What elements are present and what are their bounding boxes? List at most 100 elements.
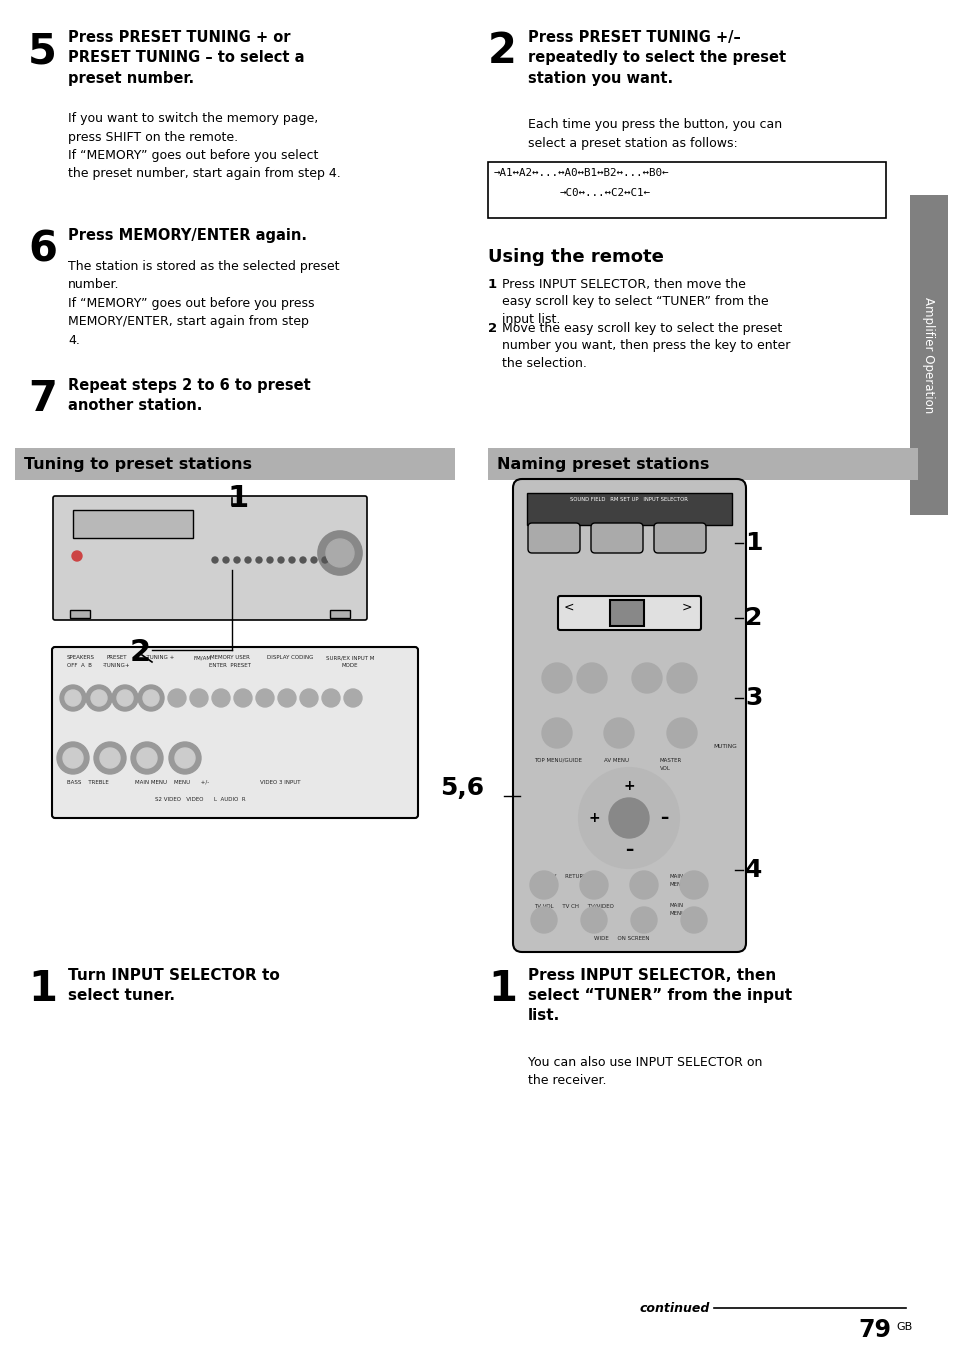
Text: >: > bbox=[681, 602, 692, 614]
Text: 5: 5 bbox=[28, 30, 57, 72]
Circle shape bbox=[100, 748, 120, 768]
Circle shape bbox=[577, 662, 606, 694]
Circle shape bbox=[143, 690, 159, 706]
Text: Press PRESET TUNING +/–
repeatedly to select the preset
station you want.: Press PRESET TUNING +/– repeatedly to se… bbox=[527, 30, 785, 85]
Text: 6: 6 bbox=[28, 228, 57, 270]
Circle shape bbox=[630, 907, 657, 933]
Text: 1: 1 bbox=[28, 968, 57, 1010]
Bar bbox=[609, 600, 643, 626]
Text: TOP MENU/GUIDE: TOP MENU/GUIDE bbox=[534, 758, 581, 763]
Circle shape bbox=[138, 685, 164, 711]
Text: -TUNING+: -TUNING+ bbox=[103, 662, 131, 668]
Text: MAIN MENU    MENU      +/-: MAIN MENU MENU +/- bbox=[135, 780, 209, 786]
Text: S2 VIDEO   VIDEO      L  AUDIO  R: S2 VIDEO VIDEO L AUDIO R bbox=[154, 796, 245, 802]
Text: +: + bbox=[622, 779, 634, 794]
Text: SOUND FIELD   RM SET UP   INPUT SELECTOR: SOUND FIELD RM SET UP INPUT SELECTOR bbox=[570, 498, 687, 502]
Text: 1: 1 bbox=[488, 279, 497, 291]
Circle shape bbox=[578, 768, 679, 868]
Text: SPEAKERS: SPEAKERS bbox=[67, 654, 95, 660]
Text: VOL: VOL bbox=[659, 767, 670, 771]
Circle shape bbox=[666, 718, 697, 748]
Text: 2: 2 bbox=[488, 30, 517, 72]
Text: MASTER: MASTER bbox=[659, 758, 681, 763]
Text: MUTING: MUTING bbox=[713, 744, 736, 749]
Text: 1: 1 bbox=[488, 968, 517, 1010]
Circle shape bbox=[245, 557, 251, 562]
Bar bbox=[330, 610, 350, 618]
Circle shape bbox=[530, 871, 558, 899]
Text: OFF  A  B: OFF A B bbox=[67, 662, 91, 668]
Circle shape bbox=[289, 557, 294, 562]
FancyBboxPatch shape bbox=[590, 523, 642, 553]
Text: MODE: MODE bbox=[341, 662, 358, 668]
Text: Press MEMORY/ENTER again.: Press MEMORY/ENTER again. bbox=[68, 228, 307, 243]
Text: DISPLAY     RETURN/EXIT: DISPLAY RETURN/EXIT bbox=[534, 873, 600, 879]
Circle shape bbox=[666, 662, 697, 694]
Text: +: + bbox=[588, 811, 599, 825]
Text: DISPLAY CODING: DISPLAY CODING bbox=[267, 654, 313, 660]
Circle shape bbox=[277, 690, 295, 707]
Circle shape bbox=[317, 531, 361, 575]
Circle shape bbox=[629, 871, 658, 899]
Bar bbox=[70, 610, 90, 618]
Circle shape bbox=[223, 557, 229, 562]
Text: Using the remote: Using the remote bbox=[488, 247, 663, 266]
Text: SURR/EX INPUT M: SURR/EX INPUT M bbox=[326, 654, 374, 660]
Circle shape bbox=[112, 685, 138, 711]
Text: Tuning to preset stations: Tuning to preset stations bbox=[24, 457, 252, 472]
Circle shape bbox=[57, 742, 89, 773]
Text: 2: 2 bbox=[744, 606, 761, 630]
Text: MENU: MENU bbox=[669, 911, 685, 917]
Text: –: – bbox=[624, 841, 633, 859]
Text: Repeat steps 2 to 6 to preset
another station.: Repeat steps 2 to 6 to preset another st… bbox=[68, 379, 311, 414]
Text: GB: GB bbox=[895, 1322, 911, 1332]
Circle shape bbox=[65, 690, 81, 706]
Circle shape bbox=[322, 557, 328, 562]
Circle shape bbox=[71, 552, 82, 561]
Text: continued: continued bbox=[639, 1302, 709, 1315]
Text: PRESET: PRESET bbox=[107, 654, 127, 660]
Circle shape bbox=[579, 871, 607, 899]
FancyBboxPatch shape bbox=[558, 596, 700, 630]
Circle shape bbox=[174, 748, 194, 768]
Circle shape bbox=[190, 690, 208, 707]
Text: FM/AM: FM/AM bbox=[193, 654, 212, 660]
Text: Move the easy scroll key to select the preset
number you want, then press the ke: Move the easy scroll key to select the p… bbox=[501, 322, 789, 370]
Bar bbox=[526, 493, 731, 525]
Circle shape bbox=[267, 557, 273, 562]
Circle shape bbox=[255, 690, 274, 707]
Circle shape bbox=[333, 557, 338, 562]
Text: 79: 79 bbox=[857, 1318, 890, 1343]
Text: 3: 3 bbox=[744, 685, 761, 710]
Circle shape bbox=[168, 690, 186, 707]
Circle shape bbox=[603, 718, 634, 748]
Text: Turn INPUT SELECTOR to
select tuner.: Turn INPUT SELECTOR to select tuner. bbox=[68, 968, 279, 1003]
Text: 1: 1 bbox=[228, 484, 249, 512]
Text: MEMORY USER: MEMORY USER bbox=[210, 654, 250, 660]
Text: WIDE     ON SCREEN: WIDE ON SCREEN bbox=[594, 936, 649, 941]
Text: <: < bbox=[563, 602, 574, 614]
Circle shape bbox=[233, 557, 240, 562]
Text: You can also use INPUT SELECTOR on
the receiver.: You can also use INPUT SELECTOR on the r… bbox=[527, 1056, 761, 1087]
Text: MENU: MENU bbox=[669, 882, 685, 887]
Text: –: – bbox=[659, 808, 667, 827]
Text: Amplifier Operation: Amplifier Operation bbox=[922, 297, 935, 414]
Circle shape bbox=[344, 690, 361, 707]
Text: 5,6: 5,6 bbox=[439, 776, 483, 800]
Circle shape bbox=[233, 690, 252, 707]
Text: VIDEO 3 INPUT: VIDEO 3 INPUT bbox=[260, 780, 300, 786]
Circle shape bbox=[326, 539, 354, 566]
Bar bbox=[15, 448, 455, 480]
Circle shape bbox=[322, 690, 339, 707]
Circle shape bbox=[680, 907, 706, 933]
Circle shape bbox=[631, 662, 661, 694]
Circle shape bbox=[169, 742, 201, 773]
FancyBboxPatch shape bbox=[654, 523, 705, 553]
Circle shape bbox=[63, 748, 83, 768]
Text: 1: 1 bbox=[744, 531, 761, 556]
Circle shape bbox=[311, 557, 316, 562]
Text: Press PRESET TUNING + or
PRESET TUNING – to select a
preset number.: Press PRESET TUNING + or PRESET TUNING –… bbox=[68, 30, 304, 85]
Text: 2: 2 bbox=[488, 322, 497, 335]
Circle shape bbox=[212, 557, 218, 562]
Circle shape bbox=[531, 907, 557, 933]
